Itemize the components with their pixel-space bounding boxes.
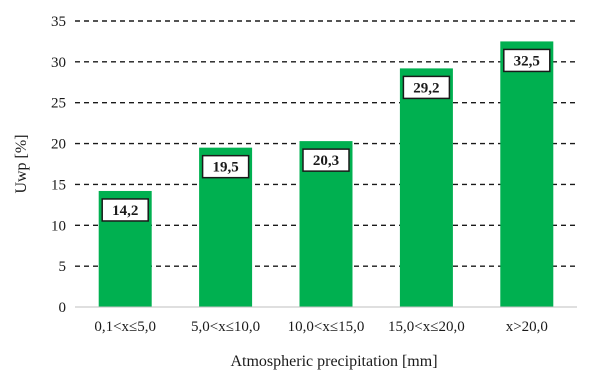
- data-label: 29,2: [402, 75, 451, 100]
- data-label: 32,5: [503, 48, 551, 73]
- data-labels: 14,2 19,5 20,3 29,2 32,5: [101, 48, 551, 222]
- data-label: 20,3: [302, 148, 350, 172]
- data-label: 14,2: [101, 198, 149, 222]
- y-tick-label: 15: [51, 177, 66, 193]
- y-axis-ticks: 0 5 10 15 20 25 30 35: [51, 14, 66, 316]
- x-tick-label: 0,1<x≤5,0: [94, 319, 156, 335]
- data-label-box: [402, 75, 451, 100]
- data-label-text: 32,5: [514, 53, 540, 69]
- bars: [98, 41, 554, 308]
- y-axis-title: Uwp [%]: [13, 134, 30, 193]
- y-tick-label: 25: [51, 96, 66, 112]
- x-tick-label: 5,0<x≤10,0: [191, 319, 260, 335]
- y-tick-label: 20: [51, 137, 66, 153]
- gridlines: [75, 20, 577, 267]
- y-tick-label: 0: [59, 300, 67, 316]
- data-label-text: 29,2: [413, 80, 439, 96]
- y-tick-label: 30: [51, 55, 66, 71]
- data-label-text: 19,5: [212, 160, 238, 176]
- bar: [399, 68, 453, 307]
- x-axis-ticks: 0,1<x≤5,0 5,0<x≤10,0 10,0<x≤15,0 15,0<x≤20,…: [94, 319, 548, 335]
- x-tick-label: x>20,0: [506, 319, 548, 335]
- x-tick-label: 15,0<x≤20,0: [388, 319, 465, 335]
- bar: [500, 41, 554, 308]
- data-label-text: 20,3: [313, 153, 339, 169]
- y-tick-label: 35: [51, 14, 66, 30]
- data-label-text: 14,2: [112, 203, 138, 219]
- y-tick-label: 5: [59, 259, 67, 275]
- data-label-box: [201, 154, 250, 179]
- data-label-box: [101, 198, 149, 222]
- x-axis-title: Atmospheric precipitation [mm]: [230, 353, 437, 370]
- x-tick-label: 10,0<x≤15,0: [288, 319, 365, 335]
- y-tick-label: 10: [51, 218, 66, 234]
- data-label: 19,5: [201, 154, 250, 179]
- data-label-box: [503, 48, 551, 73]
- data-label-box: [302, 148, 350, 172]
